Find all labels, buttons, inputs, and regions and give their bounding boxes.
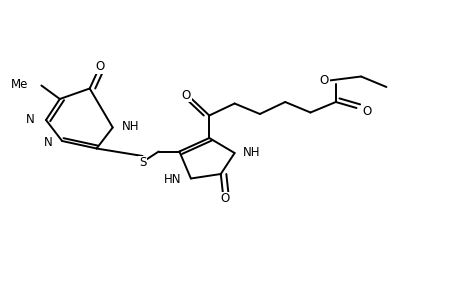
Text: O: O [95, 60, 104, 73]
Text: Me: Me [11, 77, 28, 91]
Text: O: O [220, 192, 230, 205]
Text: S: S [139, 156, 146, 169]
Text: O: O [181, 89, 190, 102]
Text: O: O [361, 105, 370, 118]
Text: N: N [26, 112, 35, 126]
Text: NH: NH [122, 119, 140, 133]
Text: NH: NH [243, 146, 260, 159]
Text: N: N [44, 136, 53, 149]
Text: HN: HN [163, 173, 181, 186]
Text: O: O [319, 74, 328, 87]
